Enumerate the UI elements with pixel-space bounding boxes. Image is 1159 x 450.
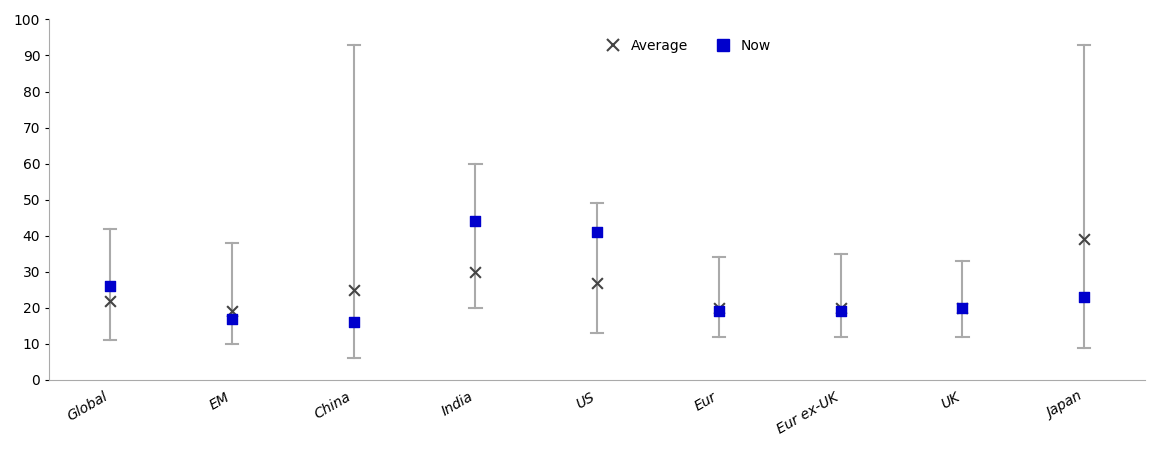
- Point: [953, 304, 971, 311]
- Point: [101, 283, 119, 290]
- Point: [953, 304, 971, 311]
- Point: [1074, 236, 1093, 243]
- Point: [101, 297, 119, 304]
- Point: [466, 268, 484, 275]
- Point: [223, 315, 241, 322]
- Legend: Average, Now: Average, Now: [593, 34, 777, 58]
- Point: [709, 308, 728, 315]
- Point: [709, 304, 728, 311]
- Point: [831, 308, 850, 315]
- Point: [588, 279, 606, 286]
- Point: [588, 229, 606, 236]
- Point: [344, 286, 363, 293]
- Point: [831, 304, 850, 311]
- Point: [223, 308, 241, 315]
- Point: [1074, 293, 1093, 301]
- Point: [344, 319, 363, 326]
- Point: [466, 218, 484, 225]
